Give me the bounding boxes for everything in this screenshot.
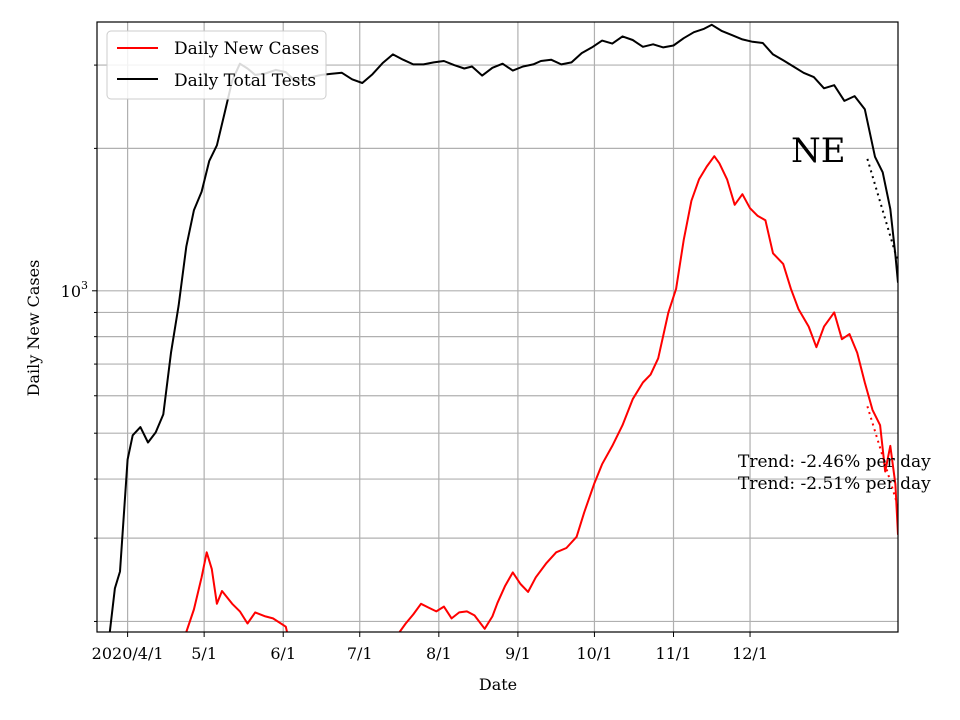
y-tick-exponent: 3 [81,279,88,292]
plot-series [108,23,898,632]
x-tick-label: 12/1 [732,644,768,663]
legend-tests-label: Daily Total Tests [174,71,316,91]
y-axis-label: Daily New Cases [24,260,43,397]
x-tick-label: 11/1 [656,644,692,663]
x-axis-label: Date [479,675,517,694]
tests-line [108,23,898,632]
y-tick-label: 103 [61,279,88,301]
y-axis-ticks: 103 [61,64,97,622]
x-tick-label: 5/1 [191,644,217,663]
cases-trend-annotation: Trend: -2.46% per day [738,452,931,472]
grid-lines [97,22,898,632]
plot-frame [96,21,899,633]
x-tick-label: 10/1 [576,644,612,663]
x-axis-ticks: 2020/4/1 5/1 6/1 7/1 8/1 9/1 10/1 11/1 12/1 [92,632,768,663]
cases-line [398,155,898,632]
legend: Daily New Cases Daily Total Tests [106,30,327,100]
cases-line [185,551,289,632]
x-tick-label: 6/1 [270,644,296,663]
x-tick-label: 8/1 [426,644,452,663]
x-tick-label: 9/1 [505,644,531,663]
x-tick-label: 7/1 [347,644,373,663]
y-tick-base: 10 [61,282,81,301]
x-tick-label: 2020/4/1 [92,644,164,663]
legend-box [106,30,327,100]
state-label: NE [791,131,846,171]
tests-trend-annotation: Trend: -2.51% per day [738,474,931,494]
legend-cases-label: Daily New Cases [174,39,319,59]
